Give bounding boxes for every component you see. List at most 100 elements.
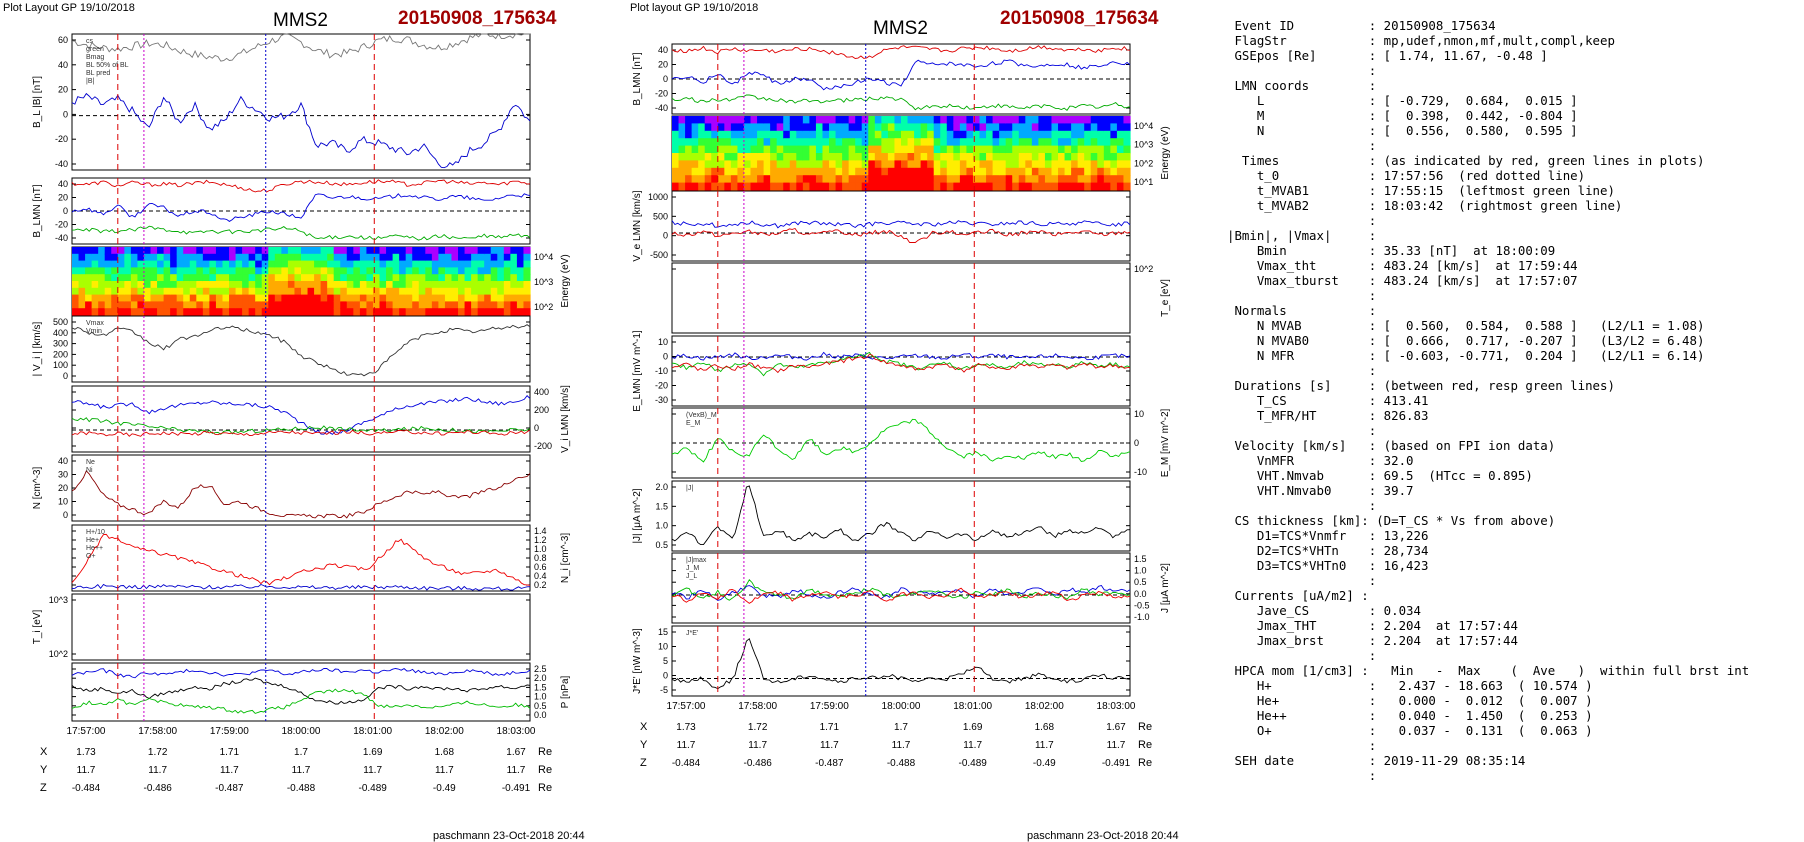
spectrogram-cell xyxy=(111,308,119,316)
tick-label: 1.5 xyxy=(1134,554,1147,564)
spectrogram-cell xyxy=(464,253,472,262)
spectrogram-cell xyxy=(1103,138,1111,147)
spectrogram-cell xyxy=(972,167,981,176)
spectrogram-cell xyxy=(281,308,289,316)
info-line: Vmax_tburst : 483.24 [km/s] at 17:57:07 xyxy=(1227,273,1578,288)
spectrogram-cell xyxy=(1031,160,1039,169)
left-event-id: 20150908_175634 xyxy=(398,8,557,29)
spectrogram-cell xyxy=(359,281,368,289)
spectrogram-cell xyxy=(124,294,132,302)
info-line: L : [ -0.729, 0.684, 0.015 ] xyxy=(1227,93,1578,108)
spectrogram-cell xyxy=(72,253,80,262)
spectrogram-cell xyxy=(1116,182,1125,191)
spectrogram-cell xyxy=(130,287,139,296)
tick-label: 10^4 xyxy=(534,252,553,262)
coord-unit: Re xyxy=(1138,757,1152,769)
tick-label: 10^2 xyxy=(534,302,553,312)
spectrogram-cell xyxy=(412,308,420,316)
spectrogram-cell xyxy=(353,294,361,302)
spectrogram-cell xyxy=(503,260,511,268)
spectrogram-cell xyxy=(399,267,407,275)
spectrogram-cell xyxy=(399,281,407,289)
spectrogram-cell xyxy=(196,253,204,262)
spectrogram-cell xyxy=(471,287,479,296)
spectrogram-cell xyxy=(717,145,725,154)
spectrogram-cell xyxy=(346,267,354,275)
spectrogram-cell xyxy=(1090,153,1098,161)
coord-row-label: Z xyxy=(40,782,47,794)
spectrogram-cell xyxy=(340,267,348,275)
spectrogram-cell xyxy=(346,301,354,309)
spectrogram-cell xyxy=(933,116,941,124)
spectrogram-cell xyxy=(946,130,954,139)
spectrogram-cell xyxy=(255,287,263,296)
info-line: HPCA mom [1/cm3] : Min - Max ( Ave ) wit… xyxy=(1227,663,1750,678)
spectrogram-cell xyxy=(209,267,217,275)
spectrogram-cell xyxy=(822,130,830,139)
coord-value: -0.486 xyxy=(743,758,772,769)
spectrogram-cell xyxy=(137,253,145,262)
spectrogram-cell xyxy=(914,160,922,169)
spectrogram-cell xyxy=(471,253,479,262)
spectrogram-cell xyxy=(933,130,941,139)
spectrogram-cell xyxy=(672,153,680,161)
tick-label: 1.0 xyxy=(534,692,547,702)
spectrogram-cell xyxy=(789,182,797,191)
spectrogram-cell xyxy=(1038,160,1046,169)
spectrogram-cell xyxy=(829,167,837,176)
spectrogram-cell xyxy=(711,153,719,161)
spectrogram-cell xyxy=(150,294,158,302)
spectrogram-cell xyxy=(743,175,752,184)
spectrogram-cell xyxy=(992,130,1000,139)
spectrogram-cell xyxy=(796,160,804,169)
spectrogram-cell xyxy=(809,160,817,169)
spectrogram-cell xyxy=(183,247,191,255)
spectrogram-cell xyxy=(979,130,987,139)
spectrogram-cell xyxy=(379,260,387,268)
spectrogram-cell xyxy=(268,281,276,289)
spectrogram-cell xyxy=(366,267,374,275)
spectrogram-cell xyxy=(802,160,810,169)
spectrogram-cell xyxy=(438,301,446,309)
spectrogram-cell xyxy=(842,182,850,191)
spectrogram-cell xyxy=(287,274,296,282)
spectrogram-cell xyxy=(1005,160,1013,169)
spectrogram-cell xyxy=(809,153,817,161)
spectrogram-cell xyxy=(999,145,1007,154)
spectrogram-cell xyxy=(822,175,830,184)
info-line: : xyxy=(1227,138,1377,153)
tick-label: 10^2 xyxy=(49,649,68,659)
spectrogram-cell xyxy=(678,153,686,161)
spectrogram-cell xyxy=(510,287,518,296)
spectrogram-cell xyxy=(412,247,420,255)
left-plot-header: Plot Layout GP 19/10/2018 xyxy=(3,2,135,14)
spectrogram-cell xyxy=(698,145,706,154)
spectrogram-cell xyxy=(78,247,86,255)
spectrogram-cell xyxy=(966,123,974,132)
spectrogram-cell xyxy=(281,294,289,302)
spectrogram-cell xyxy=(1044,116,1053,124)
spectrogram-cell xyxy=(757,167,765,176)
spectrogram-cell xyxy=(196,247,204,255)
spectrogram-cell xyxy=(327,281,335,289)
spectrogram-cell xyxy=(405,274,413,282)
spectrogram-cell xyxy=(392,308,400,316)
spectrogram-cell xyxy=(386,281,394,289)
spectrogram-cell xyxy=(1012,175,1020,184)
spectrogram-cell xyxy=(196,294,204,302)
spectrogram-cell xyxy=(163,267,171,275)
spectrogram-cell xyxy=(999,116,1007,124)
spectrogram-cell xyxy=(261,253,269,262)
spectrogram-cell xyxy=(431,287,439,296)
spectrogram-cell xyxy=(464,294,472,302)
spectrogram-cell xyxy=(274,301,282,309)
spectrogram-cell xyxy=(1044,160,1053,169)
spectrogram-cell xyxy=(314,308,322,316)
spectrogram-cell xyxy=(1051,138,1059,147)
info-line: D2=TCS*VHTn : 28,734 xyxy=(1227,543,1429,558)
spectrogram-cell xyxy=(78,294,86,302)
spectrogram-cell xyxy=(809,145,817,154)
spectrogram-cell xyxy=(927,130,935,139)
spectrogram-cell xyxy=(1064,153,1072,161)
